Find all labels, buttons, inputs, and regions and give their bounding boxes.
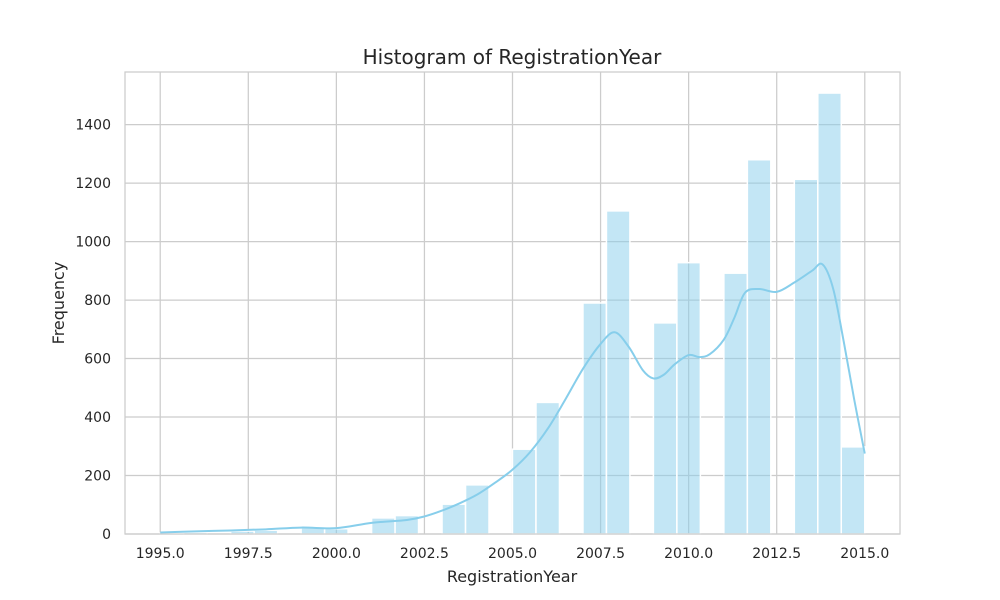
- y-tick-label: 800: [84, 293, 111, 309]
- x-tick-labels: 1995.0 1997.5 2000.0 2002.5 2005.0 2007.5 2010…: [136, 546, 890, 562]
- x-tick-label: 1997.5: [224, 546, 273, 562]
- plot-frame: [124, 71, 901, 535]
- y-tick-label: 1000: [75, 235, 111, 251]
- histogram-bar: [464, 484, 490, 535]
- y-tick-label: 400: [84, 410, 111, 426]
- y-tick-label: 1400: [75, 118, 111, 134]
- x-tick-label: 2007.5: [576, 546, 625, 562]
- x-tick-label: 2015.0: [840, 546, 889, 562]
- y-tick-label: 600: [84, 352, 111, 368]
- x-tick-label: 2010.0: [664, 546, 713, 562]
- kde-line: [160, 262, 866, 534]
- y-tick-label: 200: [84, 469, 111, 485]
- y-tick-label: 1200: [75, 176, 111, 192]
- x-tick-label: 2005.0: [488, 546, 537, 562]
- x-tick-label: 2012.5: [752, 546, 801, 562]
- histogram-bar: [582, 302, 608, 535]
- histogram-bar: [323, 527, 349, 535]
- x-tick-label: 2000.0: [312, 546, 361, 562]
- x-tick-label: 2002.5: [400, 546, 449, 562]
- chart-title: Histogram of RegistrationYear: [363, 45, 662, 69]
- histogram-bar: [511, 448, 537, 535]
- y-tick-label: 0: [102, 527, 111, 543]
- y-axis-label: Frequency: [49, 262, 68, 345]
- histogram-bars: [159, 92, 866, 535]
- histogram-bar: [605, 210, 631, 535]
- x-axis-label: RegistrationYear: [447, 567, 578, 586]
- histogram-bar: [746, 158, 772, 535]
- histogram-bar: [535, 401, 561, 535]
- histogram-bar: [652, 322, 678, 535]
- y-tick-labels: 0 200 400 600 800 1000 1200 1400: [75, 118, 111, 543]
- histogram-bar: [793, 178, 819, 535]
- histogram-bar: [840, 446, 866, 535]
- histogram-bar: [676, 261, 702, 535]
- x-tick-label: 1995.0: [136, 546, 185, 562]
